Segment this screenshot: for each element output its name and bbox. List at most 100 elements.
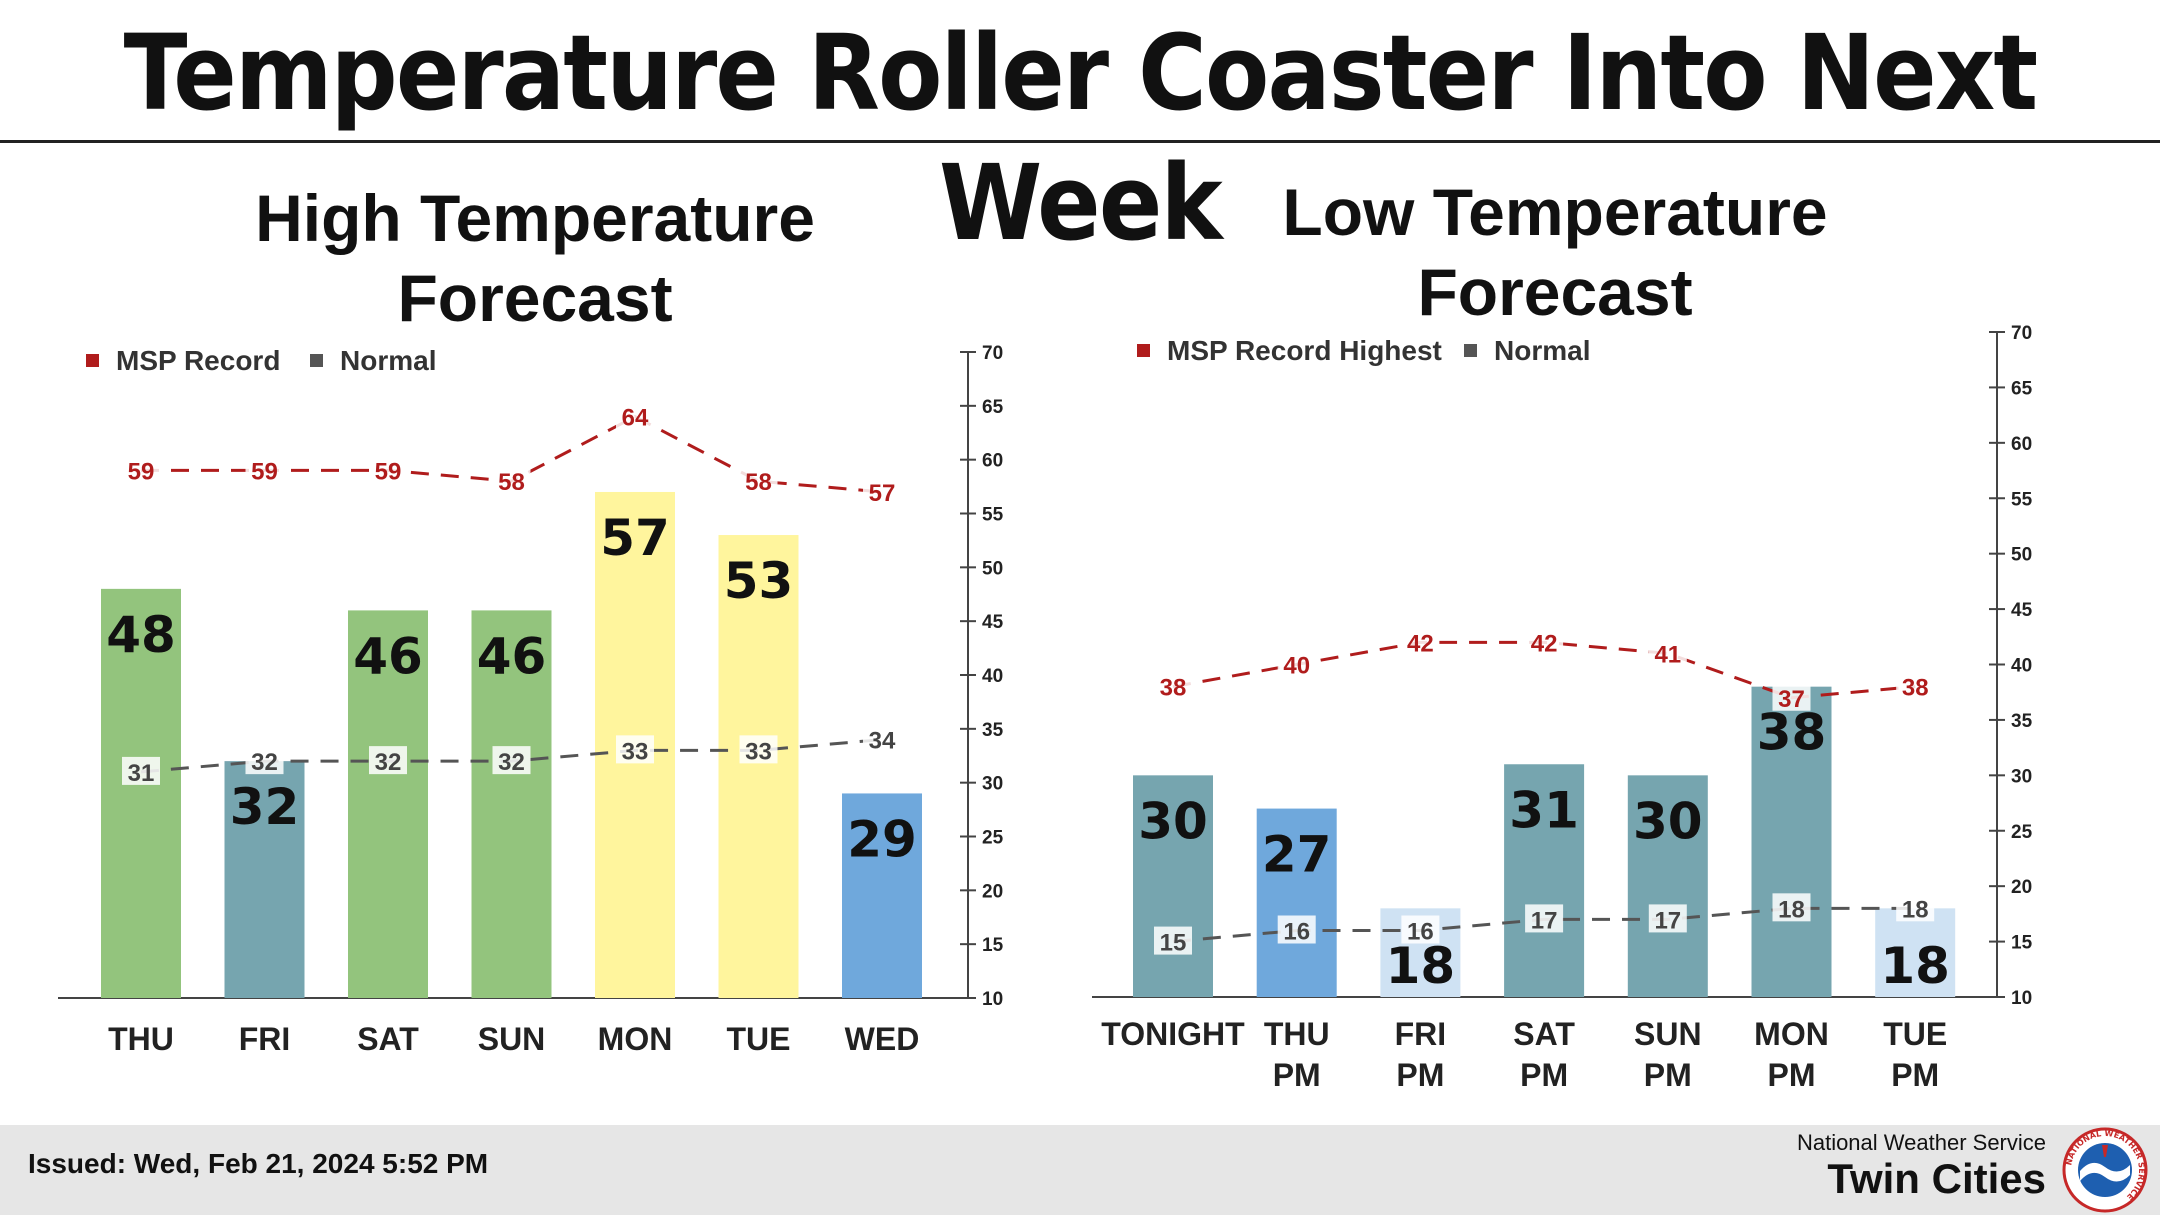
office-org: National Weather Service	[1796, 1130, 2046, 1155]
bar	[1627, 775, 1708, 997]
bar	[1504, 764, 1585, 997]
y-tick-label: 55	[2011, 489, 2033, 510]
y-tick-label: 65	[982, 397, 1004, 418]
bar-value-label: 46	[353, 627, 423, 685]
category-label: TUE	[727, 1021, 791, 1057]
category-label: PM	[1520, 1057, 1568, 1093]
normal-series-point-label: 33	[745, 738, 772, 765]
category-label: WED	[845, 1021, 920, 1057]
record-series-point-label: 59	[375, 458, 402, 485]
bar-value-label: 53	[724, 552, 794, 610]
footer-bar	[0, 1125, 2160, 1215]
bar-value-label: 32	[230, 778, 300, 836]
record-series-label-bg	[1648, 638, 1687, 667]
category-label: SUN	[1634, 1016, 1702, 1052]
record-series-point-label: 64	[622, 405, 649, 432]
normal-series-point-label: 31	[128, 760, 155, 787]
normal-series-label-bg	[1277, 915, 1316, 944]
y-tick-label: 40	[2011, 656, 2032, 677]
y-tick-label: 60	[2011, 434, 2032, 455]
record-series-label-bg	[122, 455, 160, 484]
record-series-point-label: 37	[1778, 686, 1805, 713]
office-name: Twin Cities	[1827, 1155, 2046, 1202]
normal-series-label-bg	[1401, 915, 1440, 944]
legend-record-swatch	[86, 354, 99, 367]
normal-series-point-label: 17	[1531, 907, 1558, 934]
legend-normal-swatch	[1464, 344, 1477, 357]
title-divider	[0, 140, 2160, 143]
bar	[718, 535, 799, 998]
bar-value-label: 18	[1880, 937, 1950, 995]
category-label: SUN	[478, 1021, 546, 1057]
category-label: PM	[1396, 1057, 1444, 1093]
normal-series-point-label: 16	[1407, 919, 1434, 946]
bar-value-label: 30	[1633, 792, 1703, 850]
normal-series-point-label: 16	[1283, 919, 1310, 946]
y-tick-label: 65	[2011, 378, 2033, 399]
bar-value-label: 29	[847, 810, 917, 868]
category-label: SAT	[357, 1021, 419, 1057]
category-label: FRI	[239, 1021, 291, 1057]
normal-series-label-bg	[1896, 893, 1935, 922]
record-series-point-label: 38	[1160, 675, 1187, 702]
low-temperature-chart: MSP Record Highest Normal 10 15 20 25 30 35 40 45…	[1092, 323, 2033, 1093]
record-series-label-bg	[1525, 627, 1564, 656]
y-tick-label: 25	[982, 828, 1004, 849]
category-label: MON	[598, 1021, 673, 1057]
record-series-label-bg	[369, 455, 407, 484]
y-tick-label: 10	[982, 989, 1003, 1010]
y-tick-label: 40	[982, 666, 1003, 687]
bar-value-label: 31	[1509, 781, 1579, 839]
bar	[1751, 686, 1832, 997]
bar-value-label: 27	[1262, 826, 1332, 884]
record-series-label-bg	[616, 401, 654, 430]
normal-series-label-bg	[369, 746, 407, 775]
record-series-label-bg	[492, 466, 531, 495]
bar-value-label: 57	[600, 509, 670, 567]
record-series-label-bg	[1772, 682, 1811, 711]
y-tick-label: 35	[982, 720, 1004, 741]
record-series-point-label: 57	[869, 480, 896, 507]
y-tick-label: 20	[982, 881, 1003, 902]
normal-series-point-label: 15	[1160, 930, 1187, 957]
category-label: SAT	[1513, 1016, 1575, 1052]
category-label: THU	[1264, 1016, 1330, 1052]
legend-record-label: MSP Record Highest	[1167, 335, 1442, 366]
normal-series-point-label: 34	[869, 728, 896, 755]
bar	[1875, 908, 1956, 997]
bar	[842, 793, 922, 998]
y-tick-label: 60	[982, 451, 1003, 472]
y-tick-label: 15	[982, 935, 1004, 956]
record-series-point-label: 58	[745, 469, 772, 496]
record-series-point-label: 42	[1531, 630, 1558, 657]
y-tick-label: 45	[2011, 600, 2033, 621]
normal-series-label-bg	[1772, 893, 1811, 922]
normal-series-label-bg	[122, 756, 160, 785]
bar-value-label: 18	[1386, 937, 1456, 995]
record-series-point-label: 59	[251, 458, 278, 485]
y-tick-label: 35	[2011, 711, 2033, 732]
legend-normal-label: Normal	[1494, 335, 1590, 366]
issued-timestamp: Issued: Wed, Feb 21, 2024 5:52 PM	[28, 1148, 489, 1179]
normal-series-label-bg	[863, 724, 901, 753]
y-tick-label: 50	[2011, 545, 2032, 566]
bar	[1256, 808, 1337, 997]
bar-value-label: 38	[1757, 704, 1827, 762]
bar-value-label: 46	[477, 627, 547, 685]
record-series-point-label: 42	[1407, 630, 1434, 657]
y-tick-label: 50	[982, 558, 1003, 579]
bar-value-label: 48	[106, 606, 176, 664]
nws-logo-icon: NATIONAL WEATHER SERVICE	[2062, 1127, 2148, 1213]
category-label: FRI	[1395, 1016, 1447, 1052]
y-tick-label: 30	[982, 774, 1003, 795]
record-series-point-label: 59	[128, 458, 155, 485]
legend-normal-swatch	[310, 354, 323, 367]
normal-series-label-bg	[1525, 904, 1564, 933]
legend-record-label: MSP Record	[116, 345, 280, 376]
office-block: National Weather Service Twin Cities	[1797, 1130, 2046, 1202]
category-label: PM	[1768, 1057, 1816, 1093]
record-series-label-bg	[1154, 671, 1192, 700]
record-series-point-label: 58	[498, 469, 525, 496]
legend-record-swatch	[1137, 344, 1150, 357]
normal-series-label-bg	[1648, 904, 1687, 933]
